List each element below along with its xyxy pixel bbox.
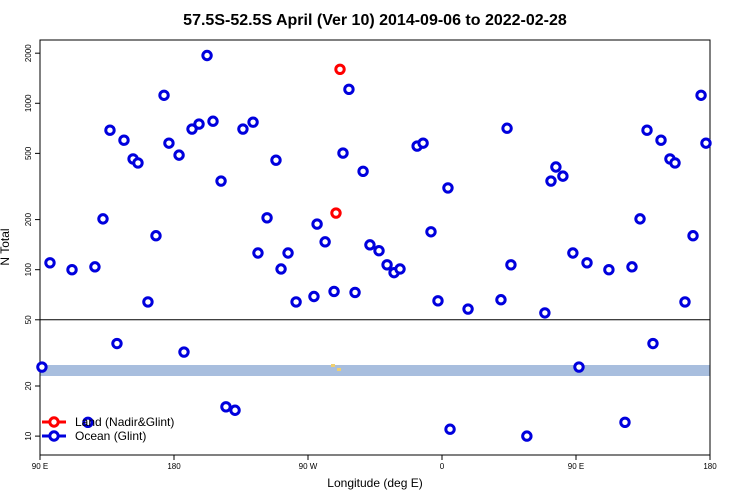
point bbox=[319, 236, 331, 248]
point bbox=[581, 257, 593, 269]
point bbox=[158, 89, 170, 101]
point bbox=[237, 123, 249, 135]
point bbox=[364, 239, 376, 251]
point bbox=[163, 137, 175, 149]
point bbox=[655, 134, 667, 146]
point bbox=[334, 63, 346, 76]
point bbox=[328, 285, 340, 298]
y-tick-label: 2000 bbox=[24, 44, 33, 62]
point bbox=[545, 175, 557, 187]
point bbox=[425, 226, 437, 238]
point bbox=[349, 286, 361, 299]
point bbox=[647, 337, 659, 350]
land-band bbox=[40, 365, 710, 376]
point bbox=[462, 303, 474, 315]
point bbox=[521, 430, 533, 442]
legend-marker bbox=[48, 416, 60, 428]
x-tick-label: 180 bbox=[167, 462, 181, 471]
point bbox=[634, 213, 646, 225]
x-tick-label: 180 bbox=[703, 462, 717, 471]
point bbox=[567, 247, 579, 259]
point bbox=[357, 165, 369, 178]
point bbox=[417, 137, 429, 149]
point bbox=[381, 259, 393, 271]
y-axis-label: N Total bbox=[0, 228, 12, 265]
point bbox=[337, 147, 349, 159]
point bbox=[220, 401, 232, 413]
legend-marker bbox=[48, 430, 60, 442]
point bbox=[557, 170, 569, 182]
point bbox=[252, 247, 264, 259]
point bbox=[82, 416, 94, 429]
point bbox=[308, 290, 320, 303]
point bbox=[111, 337, 123, 350]
point bbox=[270, 154, 282, 166]
y-tick-label: 1000 bbox=[24, 94, 33, 112]
point bbox=[201, 49, 213, 62]
x-tick-label: 90 E bbox=[32, 462, 48, 471]
legend-label: Ocean (Glint) bbox=[75, 429, 146, 443]
point bbox=[275, 263, 287, 275]
point bbox=[118, 134, 130, 146]
point bbox=[247, 116, 259, 128]
point bbox=[501, 122, 513, 134]
point bbox=[700, 137, 712, 149]
point bbox=[173, 149, 185, 161]
point bbox=[687, 230, 699, 242]
point bbox=[229, 404, 241, 416]
x-tick-label: 90 W bbox=[299, 462, 318, 471]
point bbox=[495, 294, 507, 306]
y-tick-label: 100 bbox=[24, 262, 33, 276]
point bbox=[343, 83, 355, 96]
point bbox=[44, 257, 56, 269]
point bbox=[132, 157, 144, 169]
point bbox=[104, 124, 116, 136]
point bbox=[550, 161, 562, 173]
y-tick-label: 50 bbox=[24, 315, 33, 324]
land-speck bbox=[337, 368, 341, 371]
point bbox=[573, 361, 585, 373]
point bbox=[432, 295, 444, 307]
point bbox=[505, 259, 517, 271]
point bbox=[311, 218, 323, 230]
point bbox=[261, 212, 273, 224]
point bbox=[36, 361, 48, 373]
point bbox=[619, 416, 631, 429]
point bbox=[373, 245, 385, 257]
point bbox=[603, 263, 615, 276]
point bbox=[215, 175, 227, 187]
point bbox=[394, 263, 406, 275]
point bbox=[539, 307, 551, 319]
point bbox=[641, 124, 653, 136]
chart-title: 57.5S-52.5S April (Ver 10) 2014-09-06 to… bbox=[183, 12, 567, 29]
point bbox=[290, 296, 302, 308]
point bbox=[178, 346, 190, 358]
x-tick-label: 90 E bbox=[568, 462, 584, 471]
x-axis-label: Longitude (deg E) bbox=[327, 476, 422, 490]
y-tick-label: 200 bbox=[24, 212, 33, 226]
legend-label: Land (Nadir&Glint) bbox=[75, 415, 174, 429]
y-tick-label: 500 bbox=[24, 146, 33, 160]
point bbox=[679, 296, 691, 308]
point bbox=[97, 213, 109, 225]
point bbox=[142, 296, 154, 308]
point bbox=[626, 261, 638, 273]
point bbox=[695, 89, 707, 101]
point bbox=[89, 261, 101, 273]
point bbox=[442, 182, 454, 194]
point bbox=[330, 207, 342, 219]
land-speck bbox=[331, 364, 335, 367]
y-tick-label: 20 bbox=[24, 381, 33, 390]
point bbox=[444, 423, 456, 435]
point bbox=[193, 118, 205, 130]
point bbox=[150, 230, 162, 242]
y-tick-label: 10 bbox=[24, 431, 33, 440]
point bbox=[282, 247, 294, 259]
point bbox=[66, 263, 78, 276]
plot-frame bbox=[39, 39, 711, 456]
x-tick-label: 0 bbox=[440, 462, 445, 471]
point bbox=[207, 115, 219, 127]
point bbox=[669, 157, 681, 169]
